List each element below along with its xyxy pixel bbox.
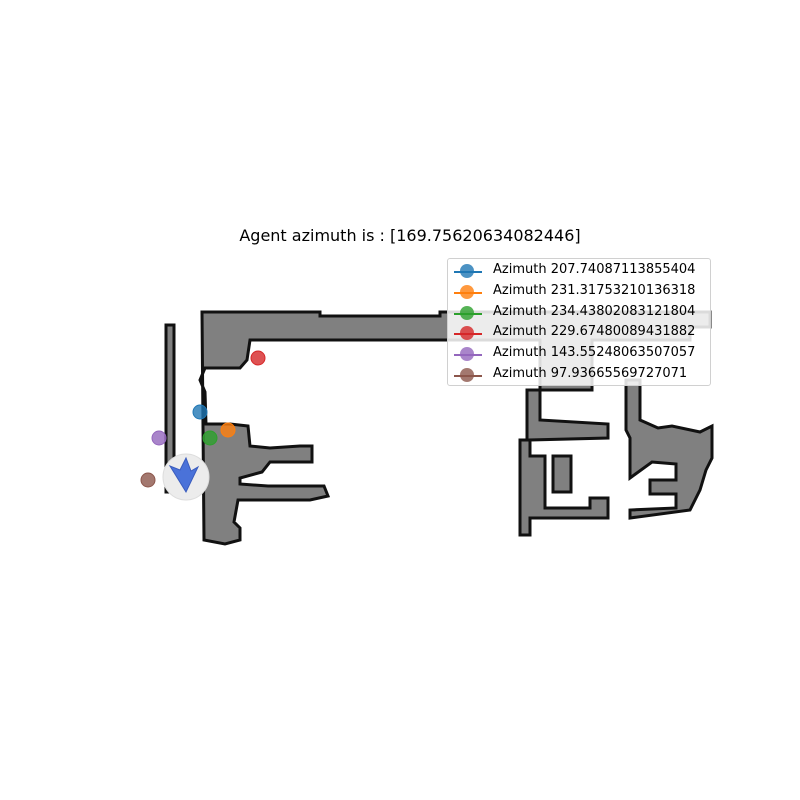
candidate-points (140, 350, 266, 488)
legend-item: Azimuth 231.31753210136318 (448, 282, 710, 303)
legend: Azimuth 207.74087113855404 Azimuth 231.3… (447, 258, 711, 386)
legend-marker (460, 284, 474, 299)
candidate-point (202, 430, 218, 446)
legend-label: Azimuth 234.43802083121804 (493, 303, 696, 319)
candidate-point (140, 472, 156, 488)
legend-marker (460, 347, 474, 362)
map-region (518, 388, 610, 537)
legend-label: Azimuth 97.93665569727071 (493, 365, 688, 381)
legend-marker (460, 367, 474, 382)
candidate-point (192, 404, 208, 420)
legend-marker (460, 305, 474, 320)
legend-marker (460, 326, 474, 341)
legend-label: Azimuth 143.55248063507057 (493, 345, 696, 361)
legend-item: Azimuth 207.74087113855404 (448, 261, 710, 282)
agent-marker (162, 453, 210, 501)
candidate-point (250, 350, 266, 366)
candidate-point (220, 422, 236, 438)
legend-label: Azimuth 207.74087113855404 (493, 262, 696, 277)
legend-item: Azimuth 97.93665569727071 (448, 365, 710, 386)
legend-marker (460, 264, 474, 278)
candidate-point (151, 430, 167, 446)
legend-label: Azimuth 229.67480089431882 (493, 324, 696, 340)
agent-arrow-icon (168, 456, 200, 494)
legend-label: Azimuth 231.31753210136318 (493, 282, 696, 298)
legend-item: Azimuth 234.43802083121804 (448, 303, 710, 324)
plot-title: Agent azimuth is : [169.75620634082446] (239, 226, 581, 245)
map-region (551, 454, 573, 494)
legend-item: Azimuth 229.67480089431882 (448, 323, 710, 344)
map-region (624, 378, 714, 520)
legend-item: Azimuth 143.55248063507057 (448, 344, 710, 365)
